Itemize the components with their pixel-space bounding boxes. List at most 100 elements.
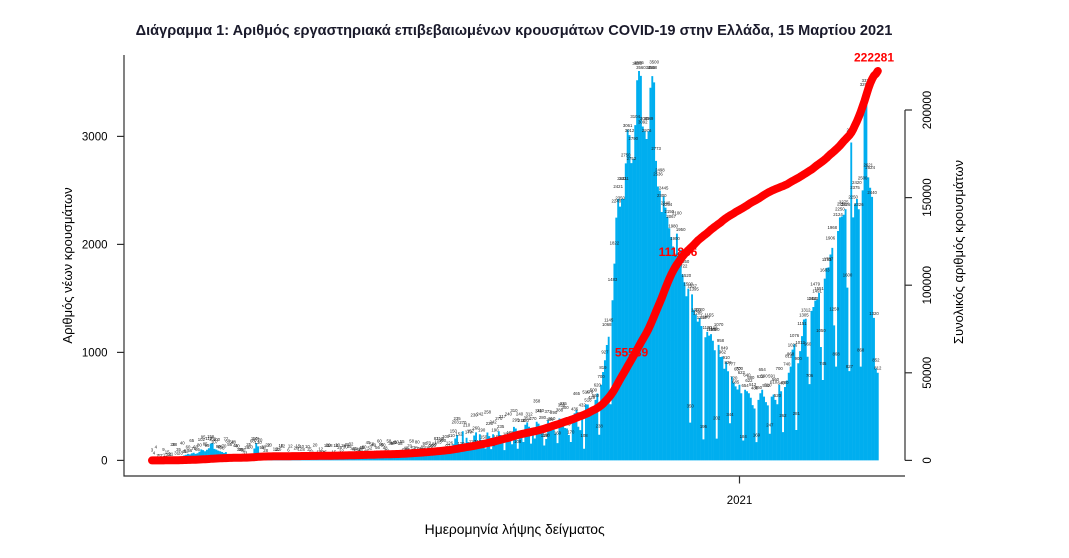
svg-text:295: 295 bbox=[512, 418, 520, 423]
svg-text:50000: 50000 bbox=[922, 357, 934, 389]
svg-text:826: 826 bbox=[725, 360, 733, 365]
svg-text:33: 33 bbox=[178, 450, 183, 455]
svg-text:31: 31 bbox=[174, 451, 179, 456]
svg-text:45: 45 bbox=[366, 440, 371, 445]
svg-text:852: 852 bbox=[872, 357, 880, 362]
svg-text:159: 159 bbox=[209, 437, 217, 442]
svg-text:18: 18 bbox=[333, 443, 338, 448]
svg-text:10: 10 bbox=[305, 444, 310, 449]
svg-text:258: 258 bbox=[484, 410, 492, 415]
svg-text:90: 90 bbox=[441, 438, 446, 443]
svg-text:868: 868 bbox=[833, 352, 841, 357]
svg-text:335: 335 bbox=[560, 401, 568, 406]
svg-text:745: 745 bbox=[819, 361, 827, 366]
svg-text:270: 270 bbox=[529, 416, 537, 421]
svg-text:4: 4 bbox=[155, 445, 158, 450]
svg-text:927: 927 bbox=[601, 349, 609, 354]
svg-text:195: 195 bbox=[700, 424, 708, 429]
svg-text:242: 242 bbox=[476, 411, 484, 416]
svg-text:20: 20 bbox=[267, 443, 272, 448]
svg-text:2536: 2536 bbox=[653, 172, 663, 177]
svg-text:38: 38 bbox=[237, 447, 242, 452]
svg-text:1070: 1070 bbox=[714, 322, 724, 327]
svg-text:1190: 1190 bbox=[703, 325, 713, 330]
svg-text:66: 66 bbox=[195, 447, 200, 452]
svg-text:10: 10 bbox=[299, 444, 304, 449]
svg-text:262: 262 bbox=[779, 413, 787, 418]
svg-text:290: 290 bbox=[550, 410, 558, 415]
svg-text:1384: 1384 bbox=[807, 296, 817, 301]
svg-text:18: 18 bbox=[279, 443, 284, 448]
svg-text:160: 160 bbox=[554, 431, 562, 436]
svg-text:1250: 1250 bbox=[829, 306, 839, 311]
svg-text:7: 7 bbox=[157, 453, 160, 458]
svg-text:48: 48 bbox=[383, 446, 388, 451]
svg-text:170: 170 bbox=[465, 430, 473, 435]
svg-text:622: 622 bbox=[745, 378, 753, 383]
svg-text:15: 15 bbox=[165, 449, 170, 454]
svg-text:110: 110 bbox=[448, 433, 455, 438]
svg-text:126: 126 bbox=[446, 440, 454, 445]
svg-text:512: 512 bbox=[749, 382, 757, 387]
svg-text:339: 339 bbox=[546, 417, 554, 422]
svg-text:2258: 2258 bbox=[837, 202, 847, 207]
svg-text:465: 465 bbox=[573, 391, 581, 396]
svg-text:55: 55 bbox=[379, 442, 384, 447]
svg-text:352: 352 bbox=[524, 415, 532, 420]
svg-text:1151: 1151 bbox=[797, 321, 807, 326]
svg-text:150: 150 bbox=[450, 429, 458, 434]
svg-text:2250: 2250 bbox=[848, 194, 858, 199]
svg-text:2340: 2340 bbox=[661, 201, 671, 206]
svg-text:35: 35 bbox=[239, 447, 244, 452]
svg-text:65: 65 bbox=[189, 438, 194, 443]
svg-text:350: 350 bbox=[687, 404, 695, 409]
svg-text:900: 900 bbox=[795, 356, 803, 361]
svg-text:80: 80 bbox=[197, 442, 202, 447]
svg-text:1350: 1350 bbox=[691, 308, 701, 313]
svg-text:2250: 2250 bbox=[835, 206, 845, 211]
svg-text:1722: 1722 bbox=[678, 263, 688, 268]
svg-text:2150: 2150 bbox=[665, 209, 675, 214]
svg-text:60: 60 bbox=[193, 444, 198, 449]
svg-text:640: 640 bbox=[778, 380, 786, 385]
svg-text:25: 25 bbox=[246, 442, 251, 447]
svg-text:0: 0 bbox=[922, 457, 934, 463]
svg-text:432: 432 bbox=[579, 403, 587, 408]
svg-text:55: 55 bbox=[360, 445, 365, 450]
svg-text:388: 388 bbox=[556, 408, 564, 413]
svg-text:2498: 2498 bbox=[655, 168, 665, 173]
svg-text:21: 21 bbox=[169, 452, 174, 457]
svg-text:12: 12 bbox=[297, 447, 302, 452]
svg-text:97: 97 bbox=[440, 437, 445, 442]
svg-text:56: 56 bbox=[188, 448, 193, 453]
svg-text:97: 97 bbox=[445, 443, 450, 448]
svg-text:15: 15 bbox=[296, 443, 301, 448]
svg-text:35: 35 bbox=[176, 447, 181, 452]
svg-text:2000: 2000 bbox=[82, 240, 108, 252]
svg-text:2976: 2976 bbox=[642, 128, 652, 133]
svg-text:1312: 1312 bbox=[801, 308, 811, 313]
svg-text:12: 12 bbox=[280, 444, 285, 449]
svg-text:2021: 2021 bbox=[727, 495, 753, 507]
svg-text:40: 40 bbox=[235, 444, 240, 449]
svg-text:70: 70 bbox=[407, 443, 412, 448]
svg-text:2421: 2421 bbox=[619, 176, 629, 181]
svg-text:1320: 1320 bbox=[869, 311, 879, 316]
svg-text:25: 25 bbox=[170, 442, 175, 447]
svg-text:88: 88 bbox=[432, 441, 437, 446]
svg-text:560: 560 bbox=[592, 393, 600, 398]
svg-text:1020: 1020 bbox=[710, 327, 720, 332]
svg-text:70: 70 bbox=[258, 437, 263, 442]
svg-text:3450: 3450 bbox=[646, 65, 656, 70]
svg-text:2445: 2445 bbox=[659, 185, 669, 190]
svg-text:12: 12 bbox=[318, 447, 323, 452]
svg-text:372: 372 bbox=[545, 409, 553, 414]
svg-text:3605: 3605 bbox=[634, 60, 644, 65]
svg-text:2254: 2254 bbox=[663, 202, 673, 207]
svg-text:45: 45 bbox=[233, 443, 238, 448]
svg-text:3061: 3061 bbox=[623, 123, 633, 128]
svg-text:218: 218 bbox=[518, 418, 526, 423]
svg-text:38: 38 bbox=[398, 441, 403, 446]
svg-text:344: 344 bbox=[726, 412, 734, 417]
svg-text:1169: 1169 bbox=[706, 327, 716, 332]
